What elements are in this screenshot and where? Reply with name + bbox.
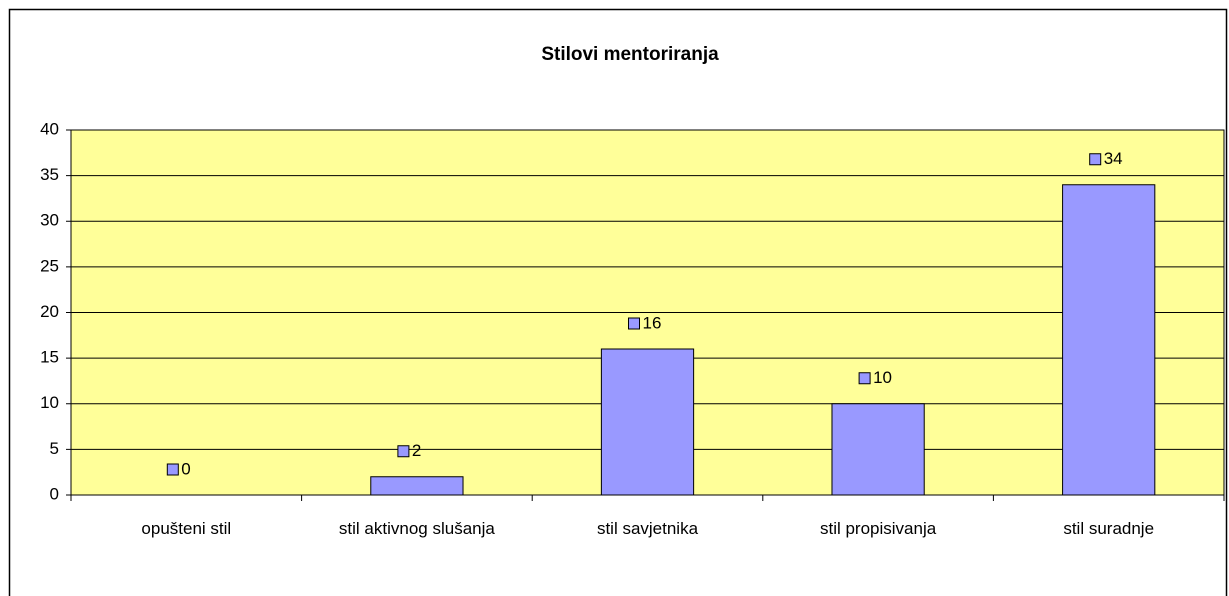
y-tick-label: 20 [40,302,59,321]
data-label: 2 [412,441,421,460]
data-label: 16 [643,313,662,332]
data-label: 0 [181,459,190,478]
data-label: 34 [1104,149,1123,168]
bar [831,403,925,496]
x-tick-label: stil suradnje [1063,519,1155,538]
data-label-key [858,372,871,385]
x-tick-label: opušteni stil [141,519,232,538]
y-tick-label: 5 [50,439,59,458]
y-tick-label: 35 [40,165,59,184]
y-tick-label: 15 [40,348,59,367]
y-tick-label: 25 [40,256,59,275]
x-tick-label: stil savjetnika [596,519,699,538]
y-tick-label: 30 [40,211,59,230]
data-label-key [397,445,410,458]
data-label-key [1089,153,1102,166]
bar [600,348,695,496]
x-tick-label: stil propisivanja [819,519,937,538]
data-label-key [628,317,640,330]
chart-title: Stilovi mentoriranja [541,44,719,65]
y-tick-label: 10 [40,393,59,412]
x-tick-label: stil aktivnog slušanja [338,519,495,538]
data-label: 10 [873,368,892,387]
y-tick-label: 0 [50,484,59,503]
y-tick-label: 40 [40,119,59,138]
data-label-key [166,463,179,476]
bar [1062,184,1156,496]
bar [370,476,464,496]
